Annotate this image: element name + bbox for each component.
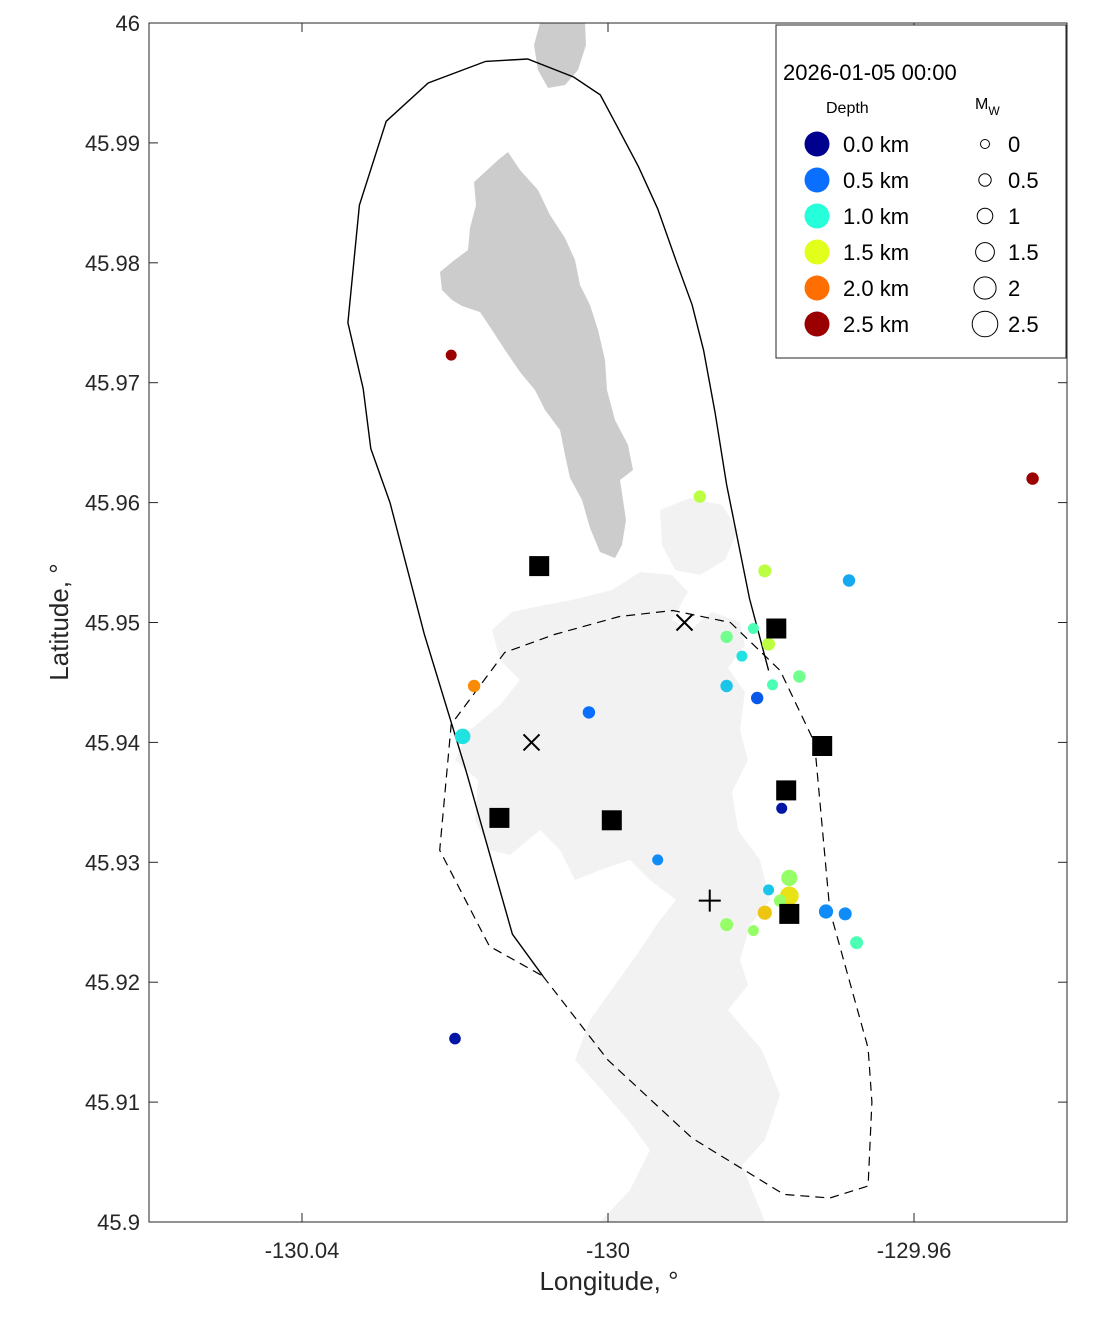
earthquake-point [757,905,772,920]
earthquake-point [747,925,759,937]
earthquake-point [763,884,775,896]
y-tick-label: 45.93 [85,850,140,875]
y-tick-label: 45.98 [85,251,140,276]
lava-flow-shading-north [660,498,738,575]
earthquake-point [736,650,748,662]
legend-mag-label: 2.5 [1008,312,1039,337]
lava-flow-outline [439,609,873,1199]
earthquake-point [793,670,806,683]
earthquake-point [751,691,764,705]
station-square-marker [779,903,800,924]
legend-mag-swatch [978,173,992,187]
legend-depth-label: 1.5 km [843,240,909,265]
legend-depth-label: 0.0 km [843,132,909,157]
earthquake-point [449,1032,461,1045]
x-tick-label: -130 [586,1238,630,1263]
earthquake-point [454,728,471,745]
legend-mag-header-m: M [975,96,988,113]
station-square-marker [776,780,797,801]
legend-mag-label: 1.5 [1008,240,1039,265]
earthquake-point [720,630,733,644]
legend-mag-swatch [975,242,995,262]
y-tick-label: 45.95 [85,611,140,636]
earthquake-point [720,918,734,932]
x-marker [675,613,694,632]
y-tick-label: 46 [116,11,140,36]
x-tick-label: -129.96 [877,1238,952,1263]
earthquake-point [445,349,457,361]
legend-mag-label: 2 [1008,276,1020,301]
earthquake-point [842,574,856,587]
legend-depth-swatch [804,275,830,301]
y-tick-label: 45.99 [85,131,140,156]
tick-layer: -130.04 -130 -129.96 45.9 45.91 45.92 45.93 45.… [85,11,1067,1263]
earthquake-point [652,854,664,866]
caldera-outline [347,58,770,977]
y-axis-title: Latitude, ° [44,563,74,680]
earthquake-point [693,490,706,503]
x-tick-label: -130.04 [265,1238,340,1263]
earthquake-point [758,564,772,578]
y-tick-label: 45.94 [85,730,140,755]
legend-mag-header: MW [975,96,1000,118]
legend-depth-label: 2.5 km [843,312,909,337]
legend-timestamp: 2026-01-05 00:00 [783,60,957,85]
x-marker [522,733,541,752]
legend-depth-label: 0.5 km [843,168,909,193]
bathymetry-layer [440,23,780,1222]
legend-depth-label: 2.0 km [843,276,909,301]
marker-layer [445,349,1039,1045]
legend-depth-swatch [804,311,830,337]
legend-depth-label: 1.0 km [843,204,909,229]
earthquake-point [850,936,864,950]
y-tick-label: 45.92 [85,970,140,995]
earthquake-point [720,679,733,693]
earthquake-point [467,679,481,693]
legend-mag-swatch [976,207,994,225]
mapped-ridge-landmass-main [440,152,633,558]
station-square-marker [601,810,622,831]
legend-depth-swatch [804,239,830,265]
earthquake-point [1026,472,1039,485]
legend-mag-swatch [973,276,997,300]
earthquake-point [838,907,852,921]
legend-depth-swatch [804,203,830,229]
earthquake-point [767,679,778,691]
x-axis-title: Longitude, ° [539,1266,678,1296]
y-tick-label: 45.9 [97,1210,140,1235]
legend-depth-swatch [804,167,830,193]
legend-depth-header: Depth [826,100,869,117]
legend: 2026-01-05 00:00 Depth MW 0.0 km 0.5 km 1.… [775,24,1067,359]
station-square-marker [529,556,550,577]
legend-box [775,24,1067,359]
legend-mag-label: 1 [1008,204,1020,229]
legend-mag-header-w: W [988,104,1000,118]
legend-items: 0.0 km 0.5 km 1.0 km 1.5 km 2.0 km 2.5 km 0 0.5… [804,131,1039,338]
legend-mag-swatch [971,310,999,338]
legend-depth-swatch [804,131,830,157]
legend-mag-label: 0 [1008,132,1020,157]
earthquake-point [781,869,798,887]
station-square-marker [812,736,833,756]
mapped-ridge-landmass-north [534,23,586,88]
y-tick-label: 45.97 [85,371,140,396]
legend-mag-swatch [980,139,990,149]
earthquake-point [818,904,834,919]
earthquake-point [773,894,787,907]
earthquake-point [747,623,759,634]
earthquake-point [776,802,788,814]
y-tick-label: 45.96 [85,491,140,516]
station-square-marker [766,618,787,639]
legend-mag-label: 0.5 [1008,168,1039,193]
lava-flow-shading [455,572,780,1222]
station-square-marker [489,807,510,828]
earthquake-point [762,637,776,651]
plus-marker [698,889,721,912]
y-tick-label: 45.91 [85,1090,140,1115]
outline-layer [347,58,873,1199]
earthquake-point [582,706,596,719]
